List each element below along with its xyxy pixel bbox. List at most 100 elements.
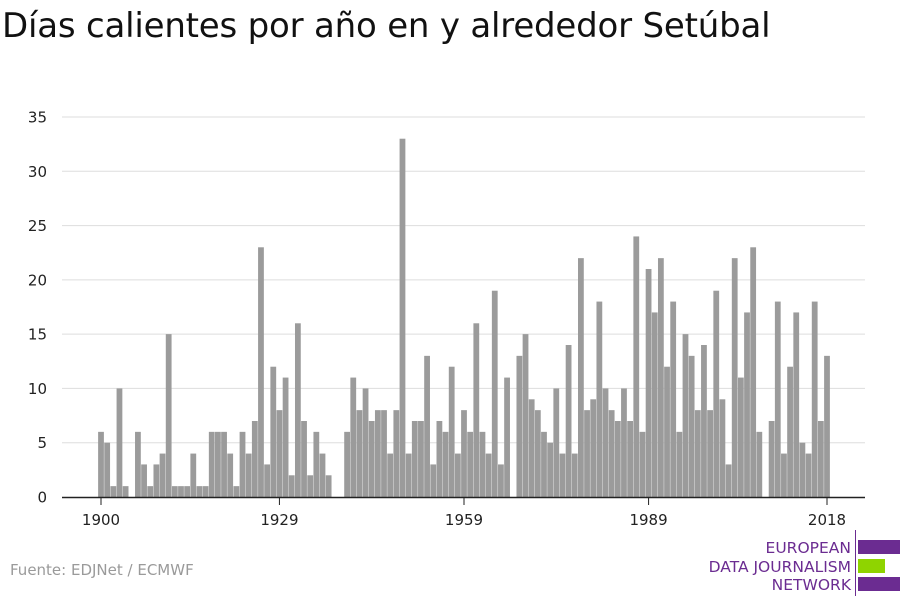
bar-1901 [104,442,111,497]
bar-1913 [178,486,184,497]
bar-1976 [565,345,572,497]
bar-1923 [239,431,246,497]
bar-1945 [374,410,381,497]
bar-1957 [448,366,455,497]
bar-1910 [159,453,166,497]
bar-1926 [258,247,264,497]
x-tick-label: 1900 [82,511,120,529]
bar-1978 [578,258,584,497]
y-tick-label: 30 [28,163,47,181]
bar-1941 [350,377,357,497]
bar-2018 [824,355,830,497]
y-tick-label: 35 [28,109,47,127]
bar-1979 [584,410,590,497]
bar-1942 [356,410,363,497]
bar-1998 [701,345,707,497]
chart-title: Días calientes por año en y alrededor Se… [2,6,771,46]
bar-2012 [787,366,793,497]
y-tick-label: 10 [28,380,47,398]
edjnet-logo[interactable]: EUROPEAN DATA JOURNALISM NETWORK [700,530,900,596]
bar-1986 [627,421,634,497]
y-tick-label: 20 [28,271,47,289]
bar-1912 [171,486,178,497]
bar-1992 [664,366,670,497]
bar-1966 [504,377,510,497]
bar-2007 [756,431,763,497]
bar-1927 [264,464,271,497]
bar-1952 [418,421,424,497]
bar-1964 [491,290,498,497]
y-tick-label: 5 [37,434,47,452]
logo-divider [855,530,856,596]
bar-2003 [731,258,738,497]
bar-1989 [645,269,652,497]
bar-1915 [190,453,197,497]
bar-1924 [245,453,252,497]
bar-1903 [116,388,123,497]
bar-1925 [251,421,258,497]
bar-1956 [442,431,449,497]
bar-1909 [153,464,160,497]
bar-1918 [208,431,215,497]
logo-bar-middle [858,559,885,573]
bar-1980 [590,399,597,497]
bar-1954 [430,464,437,497]
bar-1902 [110,486,117,497]
bar-1950 [405,453,412,497]
bar-2000 [713,290,720,497]
bar-1977 [571,453,578,497]
bar-1955 [436,421,443,497]
bar-1940 [344,431,350,497]
bar-1900 [98,431,104,497]
bar-1911 [165,334,172,497]
x-tick-label: 1929 [260,511,298,529]
bar-1962 [479,431,486,497]
bar-1983 [608,410,615,497]
bar-2005 [744,312,750,497]
bar-1930 [282,377,289,497]
bar-1928 [270,366,277,497]
bar-1968 [516,355,523,497]
bar-1907 [141,464,147,497]
bar-1972 [541,431,547,497]
bar-2006 [750,247,757,497]
gridlines [62,116,865,444]
bar-1936 [319,453,326,497]
bar-1959 [461,410,467,497]
bar-1973 [547,442,554,497]
bar-1920 [221,431,227,497]
x-tick-label: 1959 [445,511,483,529]
bar-1982 [602,388,609,497]
bar-1961 [473,323,480,497]
bar-1917 [202,486,209,497]
bar-1988 [639,431,646,497]
bar-1969 [522,334,529,497]
bar-1991 [657,258,664,497]
bar-1944 [368,421,375,497]
bar-1974 [553,388,560,497]
bar-2014 [799,442,806,497]
bar-1963 [485,453,492,497]
bar-1908 [147,486,154,497]
bar-1990 [651,312,658,497]
bar-2002 [725,464,732,497]
bar-2017 [817,421,824,497]
bar-1984 [614,421,621,497]
bar-1995 [682,334,689,497]
bar-1934 [307,475,314,497]
logo-text-line-3: NETWORK [771,576,851,594]
bar-1985 [621,388,627,497]
bar-1999 [707,410,713,497]
bar-1933 [301,421,307,497]
bar-1947 [387,453,394,497]
bar-1914 [184,486,191,497]
bar-1975 [559,453,566,497]
bar-chart: 0 5 10 15 20 25 30 35 1900 1929 1959 1989 2018 [28,109,865,529]
bar-1993 [670,301,677,497]
bar-1958 [454,453,461,497]
y-tick-label: 15 [28,326,47,344]
bar-2016 [811,301,818,497]
bar-1919 [215,431,221,497]
logo-bar-top [858,540,900,554]
y-tick-label: 25 [28,217,47,235]
